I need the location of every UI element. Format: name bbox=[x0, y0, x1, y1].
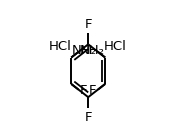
Text: F: F bbox=[84, 111, 92, 124]
Text: F: F bbox=[89, 84, 97, 97]
Text: HCl: HCl bbox=[49, 40, 72, 53]
Text: HCl: HCl bbox=[104, 40, 127, 53]
Text: NH₂: NH₂ bbox=[72, 44, 97, 57]
Text: F: F bbox=[80, 84, 87, 97]
Text: F: F bbox=[84, 18, 92, 31]
Text: NH₂: NH₂ bbox=[80, 44, 105, 57]
